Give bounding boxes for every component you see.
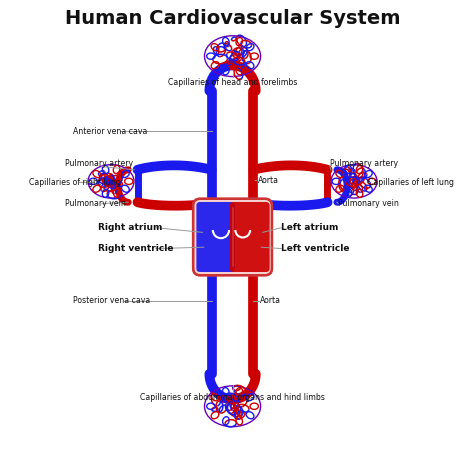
Text: Capillaries of left lung: Capillaries of left lung	[368, 178, 454, 187]
Text: Posterior vena cava: Posterior vena cava	[73, 297, 150, 305]
Text: Pulmonary artery: Pulmonary artery	[64, 159, 133, 168]
Text: Right atrium: Right atrium	[98, 223, 163, 232]
Text: Anterior vena cava: Anterior vena cava	[73, 127, 147, 136]
Text: Human Cardiovascular System: Human Cardiovascular System	[65, 9, 401, 27]
Text: Capillaries of abdominal organs and hind limbs: Capillaries of abdominal organs and hind…	[140, 393, 325, 402]
Text: Left ventricle: Left ventricle	[281, 244, 350, 253]
Text: Capillaries of head and forelimbs: Capillaries of head and forelimbs	[168, 78, 297, 87]
Text: Pulmonary vein: Pulmonary vein	[64, 199, 126, 208]
Text: Aorta: Aorta	[260, 297, 282, 305]
FancyBboxPatch shape	[230, 202, 270, 272]
Text: Right ventricle: Right ventricle	[98, 244, 173, 253]
Text: Pulmonary vein: Pulmonary vein	[338, 199, 399, 208]
Text: Aorta: Aorta	[258, 176, 279, 185]
FancyBboxPatch shape	[196, 202, 235, 272]
Text: Capillaries of right lung: Capillaries of right lung	[29, 178, 121, 187]
Text: Left atrium: Left atrium	[281, 223, 338, 232]
Text: Pulmonary artery: Pulmonary artery	[330, 159, 398, 168]
FancyBboxPatch shape	[193, 199, 272, 275]
